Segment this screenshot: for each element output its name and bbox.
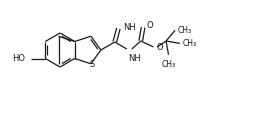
Text: O: O	[156, 43, 163, 52]
Text: CH₃: CH₃	[161, 60, 176, 69]
Text: NH: NH	[128, 54, 141, 63]
Text: CH₃: CH₃	[178, 26, 192, 35]
Text: CH₃: CH₃	[183, 39, 197, 48]
Text: NH: NH	[123, 23, 136, 32]
Text: S: S	[89, 60, 94, 69]
Text: HO: HO	[12, 54, 25, 63]
Text: O: O	[146, 21, 153, 30]
